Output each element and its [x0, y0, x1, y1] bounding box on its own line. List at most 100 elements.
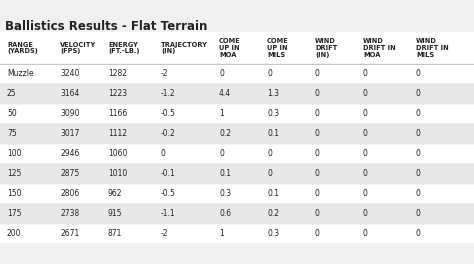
- Text: 915: 915: [108, 210, 122, 219]
- Text: 0: 0: [161, 149, 166, 158]
- Text: 100: 100: [7, 149, 21, 158]
- Text: 4.4: 4.4: [219, 89, 231, 98]
- Text: 1060: 1060: [108, 149, 128, 158]
- Text: 0: 0: [315, 190, 320, 199]
- Text: 1282: 1282: [108, 69, 127, 78]
- Text: 1166: 1166: [108, 110, 127, 119]
- Text: 3017: 3017: [60, 130, 79, 139]
- Text: -2: -2: [161, 229, 168, 238]
- Text: 0: 0: [416, 190, 421, 199]
- Bar: [0, 84, 474, 104]
- Text: 0: 0: [219, 69, 224, 78]
- Text: 3164: 3164: [60, 89, 79, 98]
- Text: 50: 50: [7, 110, 17, 119]
- Text: 0: 0: [363, 169, 368, 178]
- Text: 150: 150: [7, 190, 21, 199]
- Text: ENERGY
(FT.-LB.): ENERGY (FT.-LB.): [108, 42, 139, 54]
- Text: 0.1: 0.1: [219, 169, 231, 178]
- Bar: [0, 144, 474, 164]
- Text: WIND
DRIFT IN
MILS: WIND DRIFT IN MILS: [416, 38, 449, 58]
- Text: 1010: 1010: [108, 169, 127, 178]
- Text: RANGE
(YARDS): RANGE (YARDS): [7, 42, 38, 54]
- Text: 1.3: 1.3: [267, 89, 279, 98]
- Text: -2: -2: [161, 69, 168, 78]
- Text: 2875: 2875: [60, 169, 79, 178]
- Text: 0.2: 0.2: [219, 130, 231, 139]
- Text: 0: 0: [363, 190, 368, 199]
- Text: 0: 0: [416, 69, 421, 78]
- Text: 0: 0: [363, 69, 368, 78]
- Text: -1.2: -1.2: [161, 89, 175, 98]
- Text: TRAJECTORY
(IN): TRAJECTORY (IN): [161, 42, 208, 54]
- Text: 0.3: 0.3: [267, 110, 279, 119]
- Text: 2671: 2671: [60, 229, 79, 238]
- Text: 2738: 2738: [60, 210, 79, 219]
- Text: 0.6: 0.6: [219, 210, 231, 219]
- Text: 200: 200: [7, 229, 21, 238]
- Text: 0: 0: [315, 130, 320, 139]
- Text: Ballistics Results - Flat Terrain: Ballistics Results - Flat Terrain: [5, 20, 207, 32]
- Text: 0: 0: [416, 89, 421, 98]
- Text: 0: 0: [315, 89, 320, 98]
- Text: -0.1: -0.1: [161, 169, 176, 178]
- Text: 0: 0: [315, 229, 320, 238]
- Bar: [0, 224, 474, 244]
- Text: 175: 175: [7, 210, 21, 219]
- Text: 0.3: 0.3: [219, 190, 231, 199]
- Text: 75: 75: [7, 130, 17, 139]
- Text: 0: 0: [416, 149, 421, 158]
- Bar: [0, 184, 474, 204]
- Text: 1112: 1112: [108, 130, 127, 139]
- Text: 0.3: 0.3: [267, 229, 279, 238]
- Text: -0.5: -0.5: [161, 190, 176, 199]
- Text: 0: 0: [363, 110, 368, 119]
- Text: WIND
DRIFT
(IN): WIND DRIFT (IN): [315, 38, 337, 58]
- Text: 0: 0: [363, 89, 368, 98]
- Bar: [0, 124, 474, 144]
- Text: 0: 0: [219, 149, 224, 158]
- Text: 0: 0: [267, 149, 272, 158]
- Text: VELOCITY
(FPS): VELOCITY (FPS): [60, 42, 96, 54]
- Text: -0.2: -0.2: [161, 130, 176, 139]
- Text: 0: 0: [363, 229, 368, 238]
- Text: 0: 0: [416, 210, 421, 219]
- Bar: [0, 164, 474, 184]
- Text: 962: 962: [108, 190, 122, 199]
- Text: 1223: 1223: [108, 89, 127, 98]
- Text: COME
UP IN
MILS: COME UP IN MILS: [267, 38, 289, 58]
- Text: -0.5: -0.5: [161, 110, 176, 119]
- Bar: [0, 204, 474, 224]
- Text: 0: 0: [315, 149, 320, 158]
- Text: Muzzle: Muzzle: [7, 69, 34, 78]
- Text: 2946: 2946: [60, 149, 79, 158]
- Bar: [0, 64, 474, 84]
- Text: 871: 871: [108, 229, 122, 238]
- Bar: [0, 32, 474, 64]
- Text: 1: 1: [219, 110, 224, 119]
- Text: 0: 0: [267, 69, 272, 78]
- Bar: [0, 104, 474, 124]
- Text: 2806: 2806: [60, 190, 79, 199]
- Text: 0.2: 0.2: [267, 210, 279, 219]
- Text: 0.1: 0.1: [267, 190, 279, 199]
- Text: 0: 0: [416, 130, 421, 139]
- Text: WIND
DRIFT IN
MOA: WIND DRIFT IN MOA: [363, 38, 396, 58]
- Text: 0: 0: [363, 149, 368, 158]
- Text: 0: 0: [267, 169, 272, 178]
- Text: 25: 25: [7, 89, 17, 98]
- Text: 3090: 3090: [60, 110, 80, 119]
- Text: 0: 0: [416, 229, 421, 238]
- Text: 1: 1: [219, 229, 224, 238]
- Text: 125: 125: [7, 169, 21, 178]
- Text: 0: 0: [315, 169, 320, 178]
- Text: 0: 0: [315, 210, 320, 219]
- Text: -1.1: -1.1: [161, 210, 175, 219]
- Text: 0: 0: [363, 130, 368, 139]
- Text: 0.1: 0.1: [267, 130, 279, 139]
- Text: 0: 0: [315, 69, 320, 78]
- Text: 0: 0: [416, 110, 421, 119]
- Text: 0: 0: [315, 110, 320, 119]
- Text: 3240: 3240: [60, 69, 79, 78]
- Text: COME
UP IN
MOA: COME UP IN MOA: [219, 38, 241, 58]
- Text: 0: 0: [363, 210, 368, 219]
